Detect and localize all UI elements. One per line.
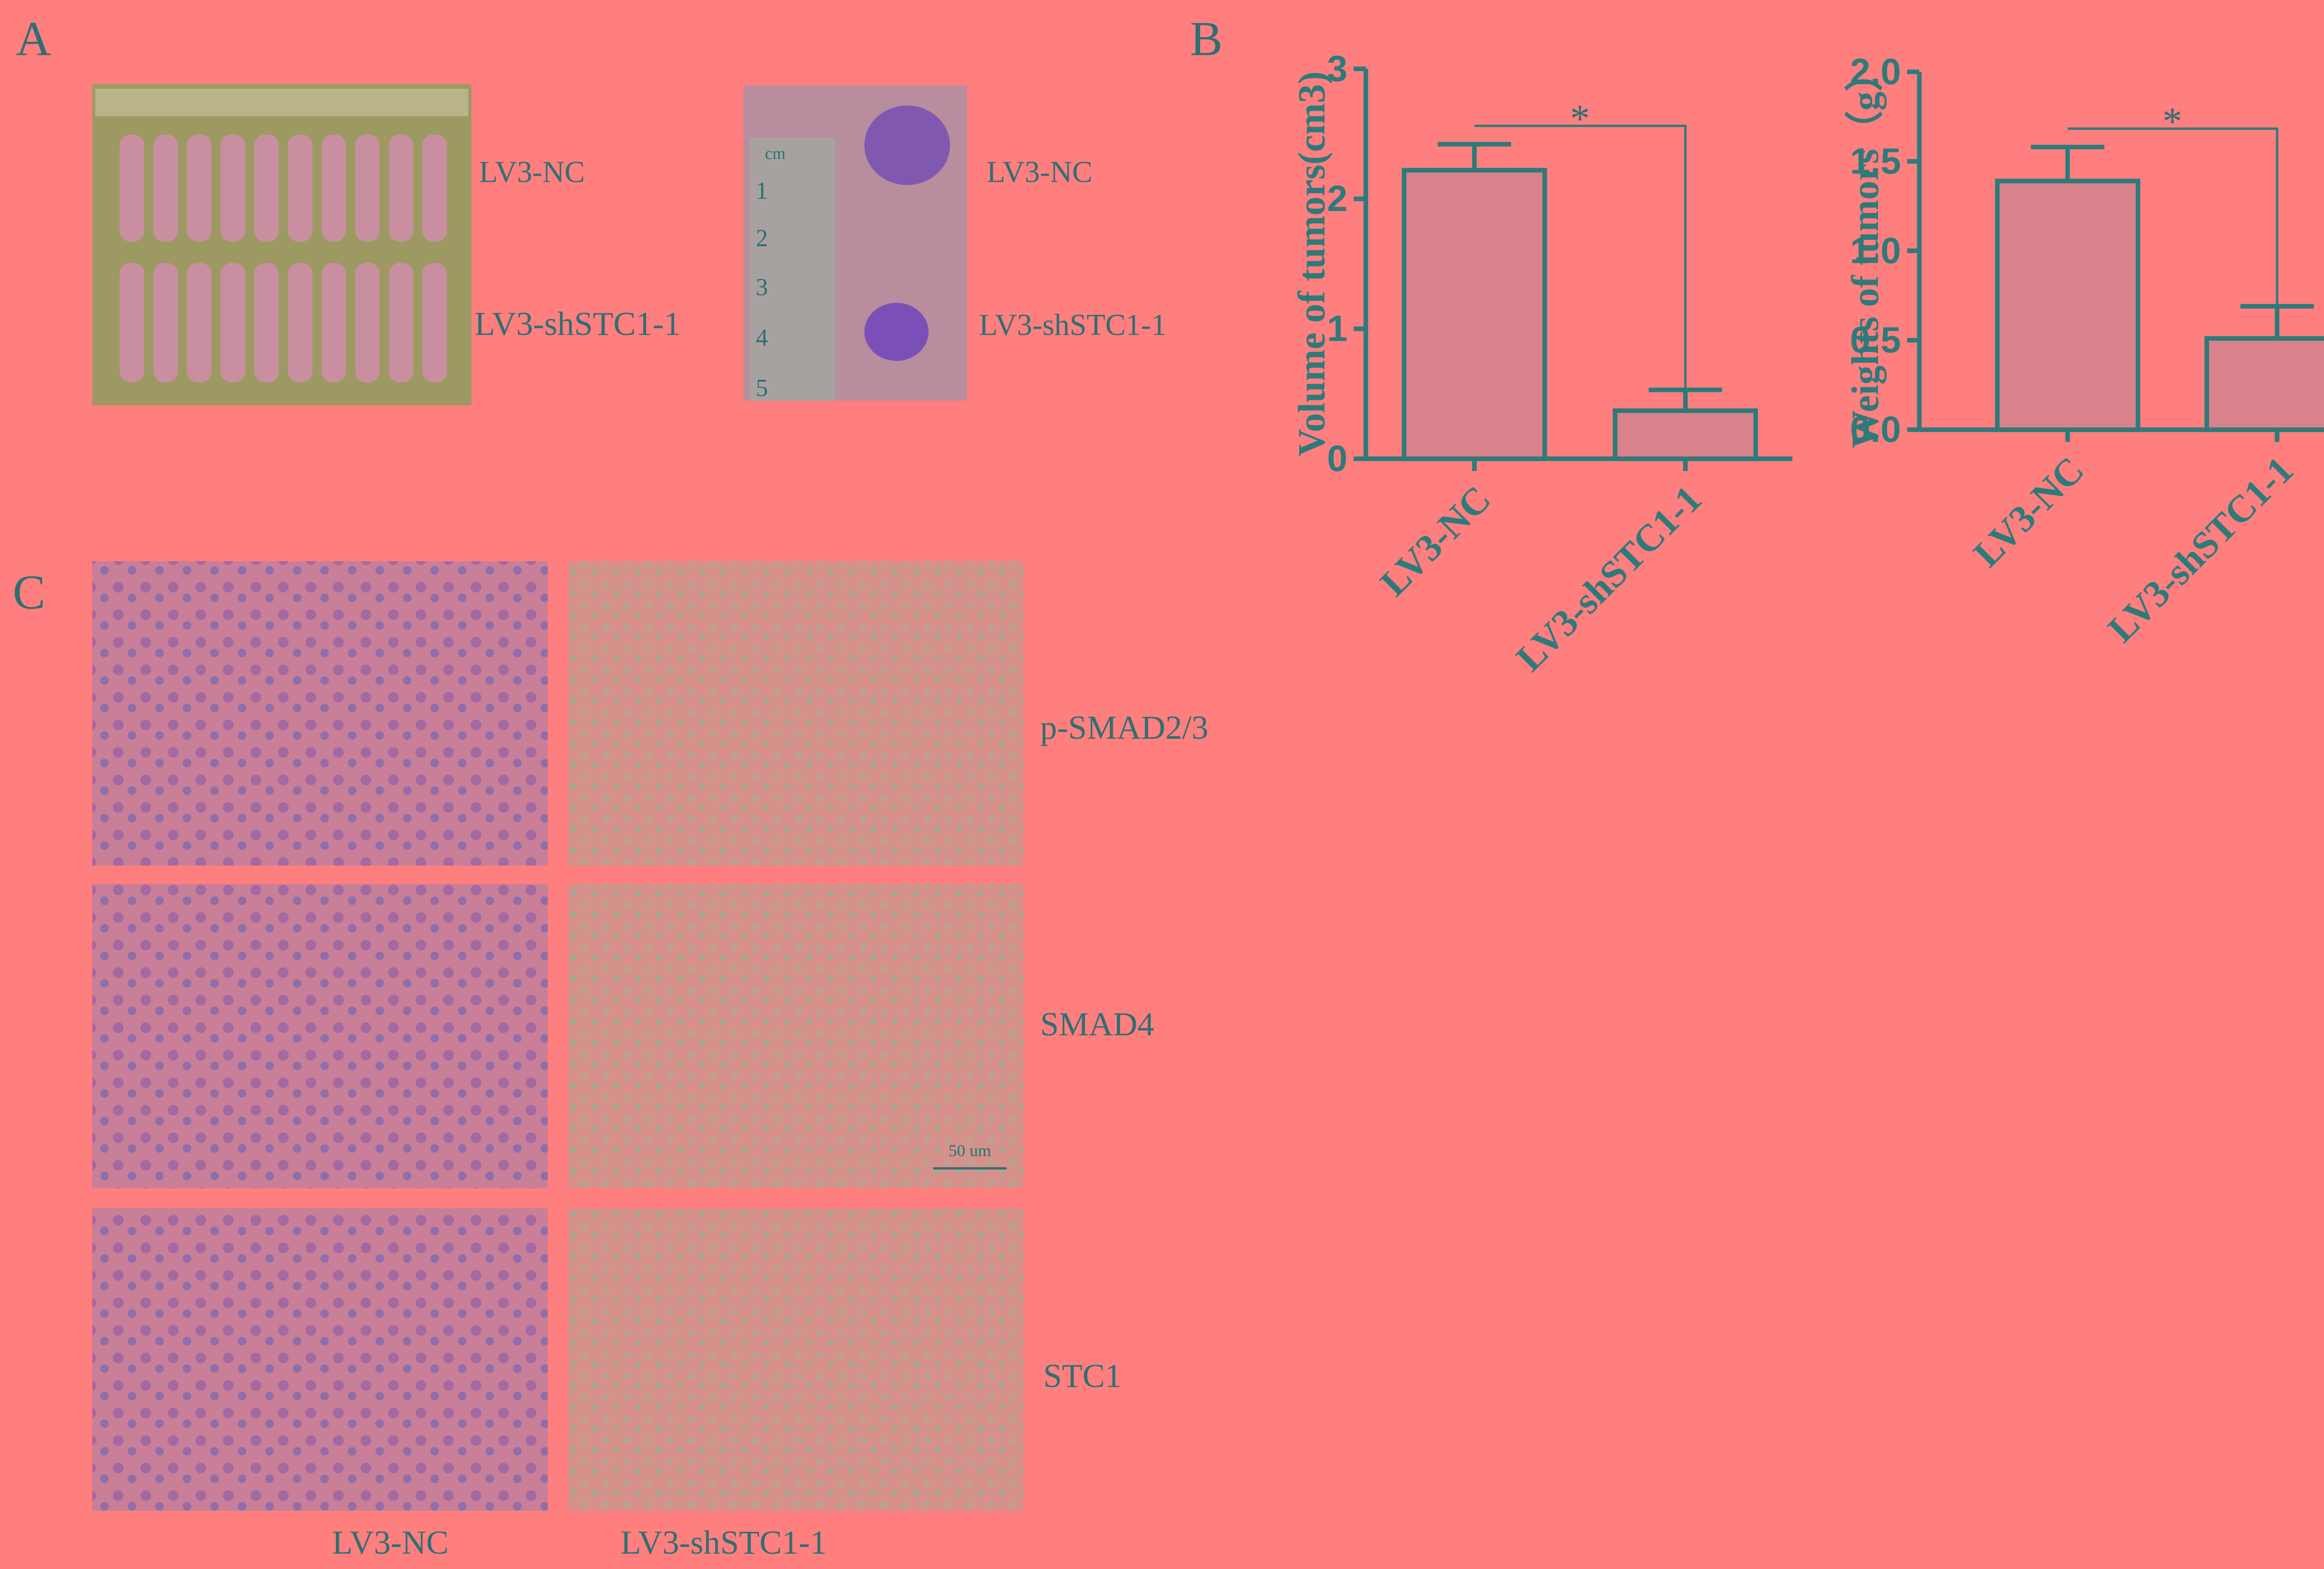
ihc-image — [568, 884, 1023, 1188]
y-tick-label: 1.5 — [1850, 140, 1901, 181]
ihc-image — [568, 1208, 1023, 1511]
y-tick-label: 1 — [1327, 308, 1347, 349]
significance-mark: * — [2162, 100, 2182, 144]
ruler-label: 4 — [756, 324, 768, 351]
bar — [1995, 179, 2140, 432]
significance-bracket — [1474, 125, 1687, 390]
row-label: p-SMAD2/3 — [1040, 709, 1208, 746]
ruler — [95, 88, 469, 116]
panel-label: A — [16, 11, 51, 66]
y-tick-label: 0.0 — [1850, 409, 1901, 450]
y-tick-label: 3 — [1327, 48, 1347, 89]
ihc-image — [92, 884, 548, 1188]
photo-label: LV3-NC — [987, 155, 1093, 189]
x-tick-label: LV3-NC — [1965, 449, 2092, 575]
ruler-labels: cm 1 2 3 4 5 — [756, 144, 786, 402]
x-tick-label: LV3-NC — [1372, 477, 1499, 604]
ihc-image — [92, 1208, 548, 1511]
y-tick-label: 2.0 — [1850, 51, 1901, 92]
ruler-label: 2 — [756, 225, 768, 252]
x-tick-label: LV3-shSTC1-1 — [2100, 449, 2302, 650]
x-tick-label: LV3-shSTC1-1 — [1508, 477, 1710, 679]
significance-mark: * — [1570, 97, 1590, 141]
error-bar — [1438, 142, 1512, 171]
mice-photo — [92, 84, 472, 405]
ihc-image — [92, 561, 548, 866]
y-axis-label: Volume of tumors(cm3) — [1291, 71, 1333, 456]
mice — [119, 134, 447, 383]
error-bar — [2031, 145, 2105, 181]
row-label: STC1 — [1043, 1357, 1122, 1395]
bar — [1401, 168, 1547, 461]
tumor — [864, 105, 950, 185]
ruler — [749, 138, 836, 401]
error-bar — [2240, 304, 2314, 339]
bar — [1612, 408, 1758, 461]
ruler-label: 5 — [756, 375, 768, 402]
photo-label: LV3-shSTC1-1 — [979, 308, 1166, 342]
y-tick-label: 1.0 — [1850, 230, 1901, 271]
ihc-image — [568, 561, 1023, 866]
ruler-label: 1 — [756, 178, 768, 205]
scale-label: 50 um — [949, 1141, 991, 1160]
column-label: LV3-NC — [332, 1524, 449, 1561]
y-tick-label: 2 — [1327, 178, 1347, 219]
ruler-label: cm — [765, 144, 786, 163]
photo-label: LV3-shSTC1-1 — [475, 305, 681, 342]
bar — [2204, 336, 2324, 432]
y-axis-label: Weights of tumors（g） — [1844, 53, 1887, 449]
y-tick-label: 0.5 — [1850, 319, 1901, 360]
tumor — [864, 303, 929, 361]
panel-c: C p-SMAD2/3 SMAD4 STC1 LV3-NC LV3-shSTC1… — [13, 561, 1208, 1561]
column-label: LV3-shSTC1-1 — [621, 1524, 827, 1561]
panel-label: C — [13, 565, 45, 619]
row-label: SMAD4 — [1040, 1006, 1154, 1043]
panel-label: B — [1190, 11, 1222, 66]
error-bar — [1649, 387, 1722, 411]
ruler-label: 3 — [756, 274, 768, 301]
photo-label: LV3-NC — [479, 155, 585, 189]
y-tick-label: 0 — [1327, 438, 1347, 479]
significance-bracket — [2067, 127, 2278, 306]
panel-a: A LV3-NC LV3-shSTC1-1 cm 1 2 3 4 5 LV3-N… — [16, 11, 1166, 405]
